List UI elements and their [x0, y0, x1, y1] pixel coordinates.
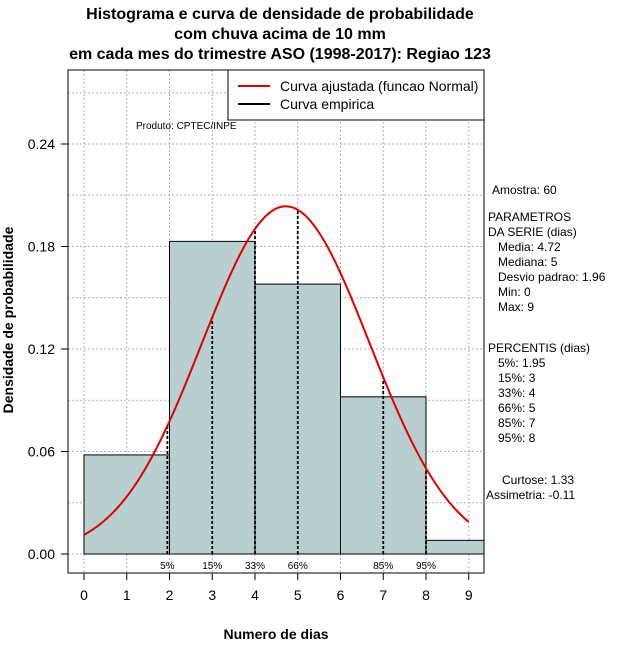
percentile-stat-line: PERCENTIS (dias) — [488, 341, 591, 355]
y-tick-label: 0.06 — [28, 444, 55, 460]
legend-box — [227, 69, 485, 121]
chart-title-line-3: em cada mes do trimestre ASO (1998-2017)… — [69, 46, 491, 63]
x-tick-label: 1 — [123, 587, 131, 603]
x-axis-label: Numero de dias — [223, 626, 328, 642]
y-tick-label: 0.12 — [28, 341, 55, 357]
parameter-line: PARAMETROS — [488, 210, 572, 224]
percentile-stat-line: 33%: 4 — [488, 386, 536, 400]
chart-title-line-1: Histograma e curva de densidade de proba… — [86, 6, 474, 23]
x-tick-label: 0 — [80, 587, 88, 603]
percentile-label: 15% — [202, 561, 222, 572]
skewness: Assimetria: -0.11 — [486, 488, 576, 502]
x-tick-label: 7 — [379, 587, 387, 603]
parameter-line: Media: 4.72 — [488, 240, 561, 254]
x-tick-label: 8 — [422, 587, 430, 603]
percentiles-block: PERCENTIS (dias) 5%: 1.95 15%: 3 33%: 4 … — [488, 341, 590, 446]
x-tick-label: 9 — [465, 587, 473, 603]
parameter-line: Desvio padrao: 1.96 — [488, 270, 606, 284]
legend-label-normal: Curva ajustada (funcao Normal) — [280, 78, 478, 94]
percentile-stat-line: 66%: 5 — [488, 401, 536, 415]
x-tick-label: 3 — [208, 587, 216, 603]
y-axis: 0.00 0.06 0.12 0.18 0.24 — [28, 136, 69, 562]
normal-curve — [83, 205, 470, 536]
x-tick-label: 2 — [166, 587, 174, 603]
legend: Curva ajustada (funcao Normal) Curva emp… — [227, 69, 485, 121]
percentile-stat-line: 85%: 7 — [488, 416, 536, 430]
percentile-label: 5% — [160, 561, 175, 572]
y-tick-label: 0.18 — [28, 239, 55, 255]
x-axis: 0 1 2 3 4 5 6 7 8 9 — [80, 572, 473, 603]
percentile-label: 66% — [288, 561, 308, 572]
percentile-label: 95% — [416, 561, 436, 572]
sample-size: Amostra: 60 — [492, 183, 557, 197]
parameter-line: Max: 9 — [488, 300, 535, 314]
percentile-stat-line: 5%: 1.95 — [488, 356, 546, 370]
percentile-stat-line: 15%: 3 — [488, 371, 536, 385]
normal-curve-line — [83, 205, 470, 536]
percentile-stat-line: 95%: 8 — [488, 431, 536, 445]
histogram-bar — [340, 396, 427, 555]
percentile-label: 85% — [373, 561, 393, 572]
histogram-bar — [425, 539, 485, 555]
parameter-line: Min: 0 — [488, 285, 531, 299]
legend-label-empirical: Curva empirica — [280, 96, 374, 112]
percentile-lines: 5% 15% 33% 66% 85% 95% — [160, 209, 436, 572]
x-tick-label: 6 — [337, 587, 345, 603]
parameter-line: Mediana: 5 — [488, 255, 558, 269]
histogram-bar — [254, 283, 341, 555]
y-axis-label: Densidade de probabilidade — [0, 226, 16, 413]
parameters-block: PARAMETROS DA SERIE (dias) Media: 4.72 Me… — [488, 210, 605, 315]
percentile-label: 33% — [245, 561, 265, 572]
histogram-bars — [83, 240, 485, 555]
kurtosis: Curtose: 1.33 — [502, 473, 575, 487]
x-tick-label: 4 — [251, 587, 259, 603]
chart-title-line-2: com chuva acima de 10 mm — [174, 26, 386, 43]
histogram-bar — [83, 454, 170, 555]
y-tick-label: 0.00 — [28, 546, 55, 562]
parameter-line: DA SERIE (dias) — [488, 225, 577, 239]
y-tick-label: 0.24 — [28, 136, 55, 152]
product-annotation: Produto: CPTEC/INPE — [136, 121, 237, 132]
x-tick-label: 5 — [294, 587, 302, 603]
